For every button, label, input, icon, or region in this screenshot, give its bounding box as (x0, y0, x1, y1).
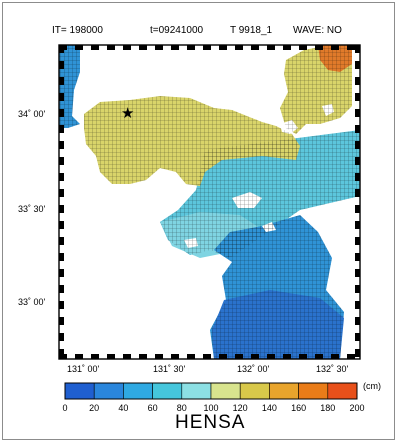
colorbar-tick-label: 80 (176, 403, 187, 413)
colorbar-segment (93, 382, 124, 400)
lat-label-34-00: 34˚ 00' (18, 109, 46, 119)
colorbar-tick-label: 60 (147, 403, 158, 413)
lon-label-131-30: 131˚ 30' (153, 364, 186, 374)
colorbar-tick-label: 160 (291, 403, 307, 413)
typhoon-label: T 9918_1 (230, 25, 273, 36)
colorbar-segment (327, 382, 358, 400)
lon-label-131-00: 131˚ 00' (67, 364, 100, 374)
colorbar-segment (181, 382, 212, 400)
colorbar-tick-label: 200 (349, 403, 365, 413)
time-label: t=09241000 (150, 25, 204, 36)
colorbar-tick-label: 0 (62, 403, 68, 413)
colorbar-tick-label: 40 (118, 403, 129, 413)
colorbar-segment (298, 382, 329, 400)
colorbar-segment (239, 382, 270, 400)
lat-label-33-30: 33˚ 30' (18, 204, 46, 214)
colorbar-tick-label: 20 (89, 403, 100, 413)
colorbar-tick-label: 100 (203, 403, 219, 413)
colorbar-segment (152, 382, 183, 400)
colorbar-title: HENSA (175, 412, 246, 433)
colorbar-tick-label: 120 (232, 403, 248, 413)
star-marker: ★ (121, 105, 135, 122)
colorbar-segment (64, 382, 95, 400)
wave-label: WAVE: NO (293, 25, 342, 36)
colorbar-segment (210, 382, 241, 400)
scale-ticks (59, 45, 360, 359)
lat-label-33-00: 33˚ 00' (18, 297, 46, 307)
colorbar-tick-label: 140 (261, 403, 277, 413)
colorbar-segment (269, 382, 299, 400)
iteration-label: IT= 198000 (52, 25, 103, 36)
figure-frame (2, 2, 395, 440)
colorbar-segment (123, 382, 153, 400)
colorbar-tick-label: 180 (320, 403, 336, 413)
lon-label-132-00: 132˚ 00' (237, 364, 270, 374)
sea-area (59, 45, 360, 359)
lon-label-132-30: 132˚ 30' (316, 364, 349, 374)
colorbar-unit: (cm) (363, 381, 381, 391)
